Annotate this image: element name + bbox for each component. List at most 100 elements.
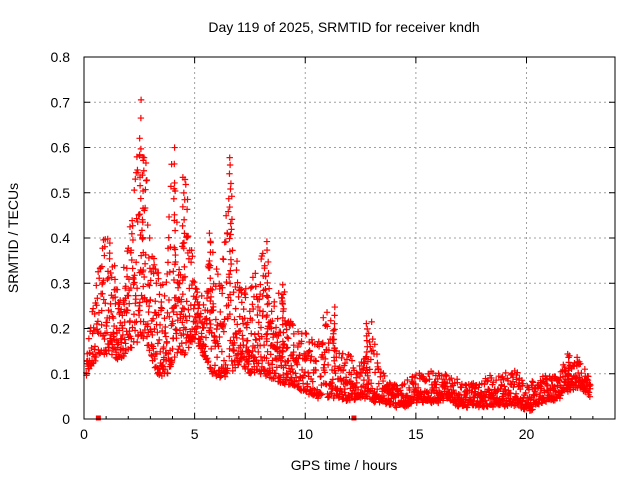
data-point: [511, 381, 518, 388]
data-point: [366, 366, 373, 373]
data-point: [412, 380, 419, 388]
data-point: [125, 245, 132, 252]
data-point: [180, 239, 188, 246]
peak-point: [206, 262, 214, 269]
data-point: [244, 319, 251, 326]
peak-point: [331, 326, 338, 333]
data-point: [172, 251, 179, 259]
data-point: [215, 343, 222, 350]
data-point: [155, 275, 162, 282]
data-point: [259, 250, 266, 257]
data-point: [249, 342, 257, 350]
data-point: [218, 348, 226, 355]
data-point: [353, 379, 360, 387]
data-point: [185, 255, 193, 262]
peak-point: [140, 249, 147, 256]
x-tick-label: 0: [80, 426, 88, 442]
data-point: [163, 278, 170, 286]
data-point: [302, 329, 309, 337]
data-point: [145, 302, 153, 310]
peak-point: [331, 347, 338, 354]
data-point: [268, 308, 275, 315]
peak-point: [140, 266, 147, 274]
data-point: [153, 321, 160, 328]
peak-point: [181, 263, 188, 271]
data-point: [162, 323, 169, 331]
peak-point: [180, 216, 188, 223]
data-point: [193, 328, 200, 336]
data-point: [184, 196, 191, 203]
peak-point: [263, 292, 270, 299]
data-point: [480, 392, 487, 400]
data-point: [136, 307, 143, 314]
data-point: [292, 370, 299, 377]
data-point: [236, 313, 243, 320]
data-point: [313, 386, 321, 393]
data-point: [183, 206, 191, 213]
data-point: [243, 343, 250, 351]
data-point: [301, 368, 309, 376]
data-point: [156, 336, 163, 344]
data-point: [278, 347, 286, 354]
data-point: [137, 318, 144, 325]
data-point: [273, 332, 281, 339]
peak-point: [364, 358, 372, 365]
data-point: [308, 353, 315, 360]
x-axis-label: GPS time / hours: [291, 457, 398, 473]
data-point: [160, 343, 167, 351]
data-point: [113, 337, 120, 345]
data-point: [120, 264, 128, 271]
data-point: [122, 283, 129, 290]
peak-point: [171, 294, 178, 302]
data-point: [249, 301, 256, 308]
peak-point: [279, 291, 287, 298]
peak-point: [207, 297, 214, 305]
data-point: [548, 377, 555, 384]
peak-point: [226, 235, 233, 242]
data-point: [131, 186, 138, 194]
data-point: [176, 327, 184, 334]
data-point: [273, 364, 281, 371]
data-point: [169, 345, 176, 353]
peak-point: [265, 269, 272, 277]
data-point: [223, 278, 230, 286]
data-point: [501, 383, 508, 390]
data-point: [208, 307, 215, 314]
data-point: [96, 275, 103, 282]
data-point: [252, 283, 259, 290]
data-point: [527, 407, 535, 414]
data-point: [321, 355, 329, 363]
data-point: [257, 281, 264, 288]
data-point: [225, 301, 232, 309]
peak-point: [331, 303, 338, 311]
data-point: [319, 339, 326, 347]
data-point: [163, 349, 170, 357]
data-point: [118, 335, 125, 342]
data-point: [212, 283, 219, 290]
peak-point: [179, 174, 187, 181]
data-point: [175, 266, 183, 273]
peak-point: [139, 295, 146, 303]
data-point: [577, 360, 584, 367]
data-point: [347, 371, 355, 378]
data-point: [230, 289, 237, 296]
data-point: [184, 233, 191, 241]
peak-point: [137, 195, 145, 202]
data-point: [240, 354, 248, 362]
data-point: [166, 268, 174, 276]
data-point: [256, 307, 264, 315]
data-point: [251, 331, 259, 338]
data-point: [203, 294, 211, 302]
data-point: [182, 326, 189, 333]
data-point: [274, 315, 281, 322]
data-point: [217, 372, 225, 379]
data-point: [265, 359, 272, 367]
peak-point: [227, 297, 234, 304]
data-point: [131, 272, 138, 279]
data-point: [94, 318, 102, 325]
data-point: [226, 161, 234, 169]
data-point: [393, 404, 400, 411]
data-point: [136, 299, 144, 306]
data-point: [138, 292, 145, 299]
